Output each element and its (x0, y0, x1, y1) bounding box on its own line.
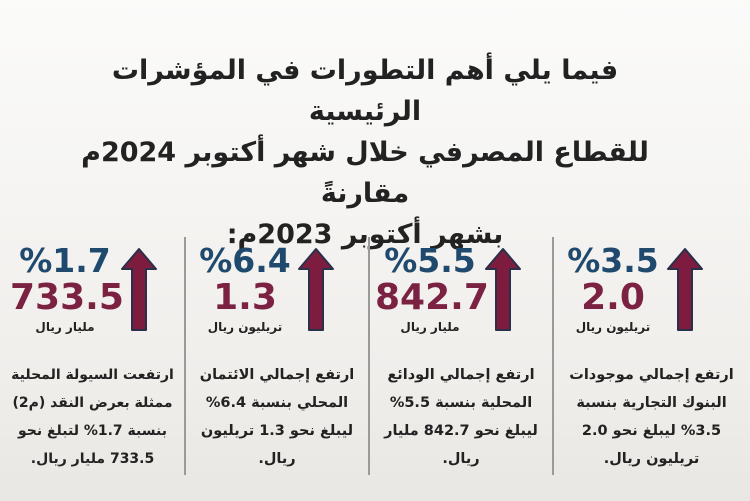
indicator-description: ارتفع إجمالي الودائع المحلية بنسبة 5.5% … (384, 367, 538, 467)
up-arrow-icon (667, 248, 703, 331)
indicator-value: 842.7 (375, 277, 489, 318)
up-arrow-icon (121, 248, 157, 331)
divider (184, 237, 186, 475)
indicator-unit: مليار ريال (400, 320, 460, 334)
headline: فيما يلي أهم التطورات في المؤشرات الرئيس… (60, 50, 670, 255)
indicator-value: 733.5 (10, 277, 124, 318)
indicator-value: 2.0 (581, 277, 645, 318)
percent-change: %3.5 (567, 241, 659, 280)
indicator-unit: مليار ريال (35, 320, 95, 334)
indicator-stat: %3.5 2.0 تريليون ريال (558, 243, 668, 336)
indicator-cards: %3.5 2.0 تريليون ريال ارتفع إجمالي موجود… (0, 237, 750, 477)
percent-change: %5.5 (384, 241, 476, 280)
indicator-description: ارتفع إجمالي موجودات البنوك التجارية بنس… (569, 367, 734, 467)
indicator-unit: تريليون ريال (575, 320, 651, 334)
indicator-stat: %6.4 1.3 تريليون ريال (190, 243, 300, 336)
headline-line-1: فيما يلي أهم التطورات في المؤشرات الرئيس… (111, 55, 619, 127)
percent-change: %1.7 (19, 241, 111, 280)
indicator-card-liquidity: %1.7 733.5 مليار ريال ارتفعت السيولة الم… (0, 237, 186, 477)
divider (552, 237, 554, 475)
indicator-card-deposits: %5.5 842.7 مليار ريال ارتفع إجمالي الودا… (369, 237, 554, 477)
percent-change: %6.4 (199, 241, 291, 280)
indicator-stat: %5.5 842.7 مليار ريال (375, 241, 489, 336)
indicator-description: ارتفعت السيولة المحلية ممثلة بعرض النقد … (11, 367, 174, 467)
up-arrow-icon (485, 248, 521, 331)
divider (368, 237, 370, 475)
indicator-card-credit: %6.4 1.3 تريليون ريال ارتفع إجمالي الائت… (185, 237, 370, 477)
indicator-unit: تريليون ريال (207, 320, 283, 334)
indicator-card-bank-assets: %3.5 2.0 تريليون ريال ارتفع إجمالي موجود… (553, 237, 750, 477)
indicator-value: 1.3 (213, 277, 277, 318)
headline-line-2: للقطاع المصرفي خلال شهر أكتوبر 2024م مقا… (81, 137, 649, 209)
indicator-stat: %1.7 733.5 مليار ريال (10, 241, 124, 336)
up-arrow-icon (298, 248, 334, 331)
indicator-description: ارتفع إجمالي الائتمان المحلي بنسبة 6.4% … (199, 367, 355, 467)
headline-line-3: بشهر أكتوبر 2023م: (226, 219, 504, 250)
